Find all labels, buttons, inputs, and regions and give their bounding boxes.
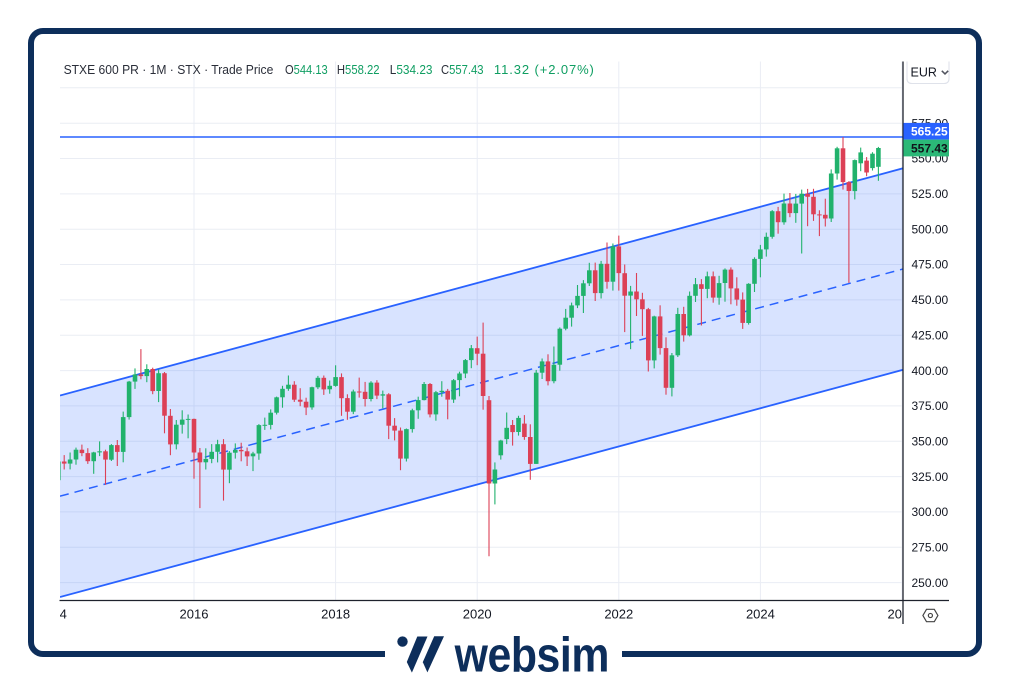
svg-text:557.43: 557.43 <box>911 141 948 155</box>
svg-text:475.00: 475.00 <box>912 258 949 272</box>
svg-text:EUR: EUR <box>911 66 937 80</box>
svg-text:2026: 2026 <box>888 607 917 622</box>
svg-text:525.00: 525.00 <box>912 187 949 201</box>
svg-text:2022: 2022 <box>604 607 633 622</box>
svg-text:STXE 600 PR · 1M · STX · Trade: STXE 600 PR · 1M · STX · Trade Price <box>64 63 274 77</box>
svg-text:websim: websim <box>454 627 609 680</box>
svg-text:O544.13: O544.13 <box>285 62 328 77</box>
svg-text:425.00: 425.00 <box>912 328 949 342</box>
svg-text:2020: 2020 <box>463 607 492 622</box>
svg-text:300.00: 300.00 <box>912 505 949 519</box>
svg-text:275.00: 275.00 <box>912 541 949 555</box>
svg-text:2014: 2014 <box>38 607 67 622</box>
svg-text:11.32 (+2.07%): 11.32 (+2.07%) <box>494 62 595 77</box>
svg-text:350.00: 350.00 <box>912 434 949 448</box>
svg-text:450.00: 450.00 <box>912 293 949 307</box>
svg-text:565.25: 565.25 <box>911 125 948 139</box>
svg-text:400.00: 400.00 <box>912 364 949 378</box>
svg-text:C557.43: C557.43 <box>441 62 484 77</box>
svg-text:375.00: 375.00 <box>912 399 949 413</box>
svg-text:2024: 2024 <box>746 607 775 622</box>
svg-text:2018: 2018 <box>321 607 350 622</box>
svg-text:H558.22: H558.22 <box>337 62 380 77</box>
svg-text:325.00: 325.00 <box>912 470 949 484</box>
svg-text:L534.23: L534.23 <box>390 63 433 78</box>
svg-text:250.00: 250.00 <box>912 576 949 590</box>
svg-text:500.00: 500.00 <box>912 222 949 236</box>
svg-text:2016: 2016 <box>180 607 209 622</box>
